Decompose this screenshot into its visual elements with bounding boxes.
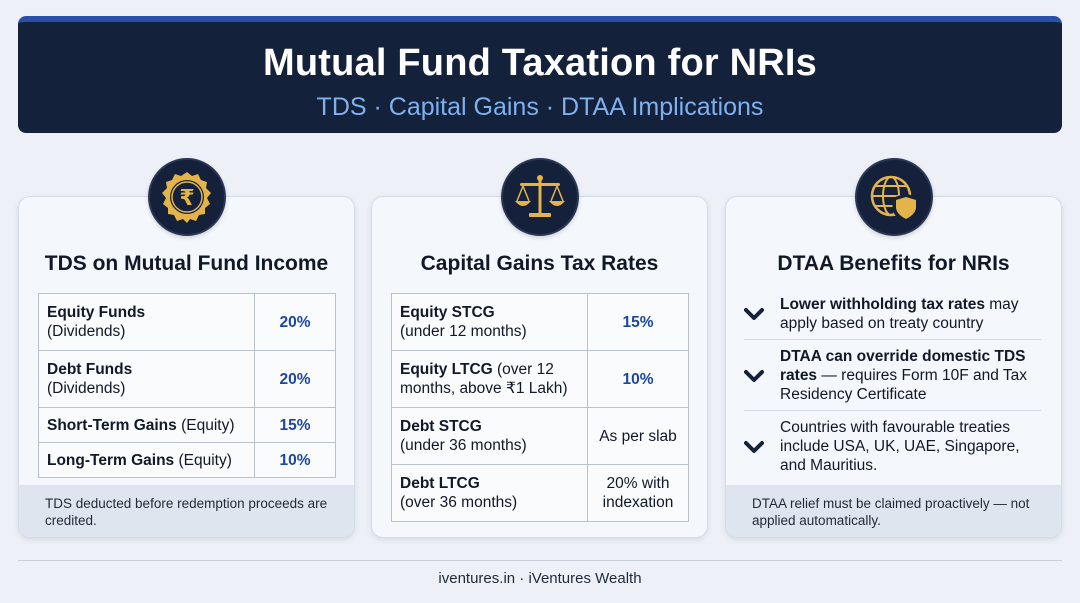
row-label-bold: Short-Term Gains — [47, 416, 177, 434]
bullet-rest: may apply based on treaty country — [780, 296, 1019, 332]
table-row: Short-Term Gains (Equity) 15% — [38, 407, 336, 443]
capital-gains-table: Equity STCG (under 12 months) 15% Equity … — [391, 293, 689, 522]
capital-gains-card-title: Capital Gains Tax Rates — [420, 252, 659, 275]
header-banner: Mutual Fund Taxation for NRIs TDS · Capi… — [18, 16, 1062, 133]
row-value: 10% — [254, 442, 336, 478]
row-label-bold: Debt STCG — [400, 418, 482, 435]
row-value: 20% — [254, 350, 336, 408]
dtaa-bullet-list: Lower withholding tax rates may apply ba… — [744, 295, 1041, 488]
dtaa-note: DTAA relief must be claimed proactively … — [726, 485, 1061, 537]
tds-table: Equity Funds (Dividends) 20% Debt Funds (D… — [38, 293, 336, 478]
table-row: Debt LTCG (over 36 months) 20% with index… — [391, 464, 689, 522]
list-item: DTAA can override domestic TDS rates — r… — [744, 347, 1041, 411]
row-label-rest: (under 12 months) — [400, 323, 527, 340]
tds-note: TDS deducted before redemption proceeds … — [19, 485, 354, 537]
row-label-rest: (Dividends) — [47, 380, 126, 397]
row-label-bold: Debt LTCG — [400, 475, 480, 492]
footer-text[interactable]: iventures.in · iVentures Wealth — [438, 570, 642, 587]
table-row: Equity LTCG (over 12 months, above ₹1 La… — [391, 350, 689, 408]
row-label-rest: (under 36 months) — [400, 437, 527, 454]
row-label-rest: (over 12 months, above ₹1 Lakh) — [400, 361, 568, 397]
row-label-bold: Debt Funds — [47, 361, 133, 378]
row-value: 20% with indexation — [587, 464, 689, 522]
row-label-bold: Equity Funds — [47, 304, 146, 321]
chevron-down-icon — [744, 369, 768, 383]
list-item: Countries with favourable treaties inclu… — [744, 418, 1041, 481]
page-subtitle: TDS · Capital Gains · DTAA Implications — [316, 93, 764, 121]
table-row: Long-Term Gains (Equity) 10% — [38, 442, 336, 478]
row-value: 15% — [254, 407, 336, 443]
table-row: Debt Funds (Dividends) 20% — [38, 350, 336, 408]
globe-shield-icon — [855, 158, 933, 236]
row-label-bold: Equity LTCG — [400, 361, 493, 378]
bullet-bold: DTAA can override domestic TDS rates — [780, 348, 1026, 384]
row-label-bold: Long-Term Gains — [47, 451, 175, 469]
bullet-bold: Lower withholding tax rates — [780, 296, 985, 313]
footer-divider — [18, 560, 1062, 561]
capital-gains-card: Capital Gains Tax Rates Equity STCG (unde… — [371, 196, 708, 538]
row-label-bold: Equity STCG — [400, 304, 495, 321]
row-value: 10% — [587, 350, 689, 408]
row-label-rest: (Dividends) — [47, 323, 126, 340]
table-row: Equity Funds (Dividends) 20% — [38, 293, 336, 351]
chevron-down-icon — [744, 307, 768, 321]
rupee-badge-icon: ₹ — [148, 158, 226, 236]
dtaa-card-title: DTAA Benefits for NRIs — [777, 252, 1010, 275]
chevron-down-icon — [744, 440, 768, 454]
balance-scale-icon — [501, 158, 579, 236]
list-item: Lower withholding tax rates may apply ba… — [744, 295, 1041, 340]
row-value: 20% — [254, 293, 336, 351]
row-label-rest: (Equity) — [174, 451, 232, 469]
row-value: 15% — [587, 293, 689, 351]
svg-text:₹: ₹ — [179, 186, 194, 211]
page-title: Mutual Fund Taxation for NRIs — [263, 42, 817, 84]
row-label-rest: (over 36 months) — [400, 494, 518, 511]
table-row: Debt STCG (under 36 months) As per slab — [391, 407, 689, 465]
row-label-rest: (Equity) — [176, 416, 235, 434]
bullet-rest: — requires Form 10F and Tax Residency Ce… — [780, 367, 1027, 403]
dtaa-card: DTAA Benefits for NRIs Lower withholding… — [725, 196, 1062, 538]
tds-card: TDS on Mutual Fund Income Equity Funds (D… — [18, 196, 355, 538]
tds-card-title: TDS on Mutual Fund Income — [44, 252, 329, 275]
table-row: Equity STCG (under 12 months) 15% — [391, 293, 689, 351]
row-value: As per slab — [587, 407, 689, 465]
bullet-rest: Countries with favourable treaties inclu… — [780, 419, 1020, 474]
